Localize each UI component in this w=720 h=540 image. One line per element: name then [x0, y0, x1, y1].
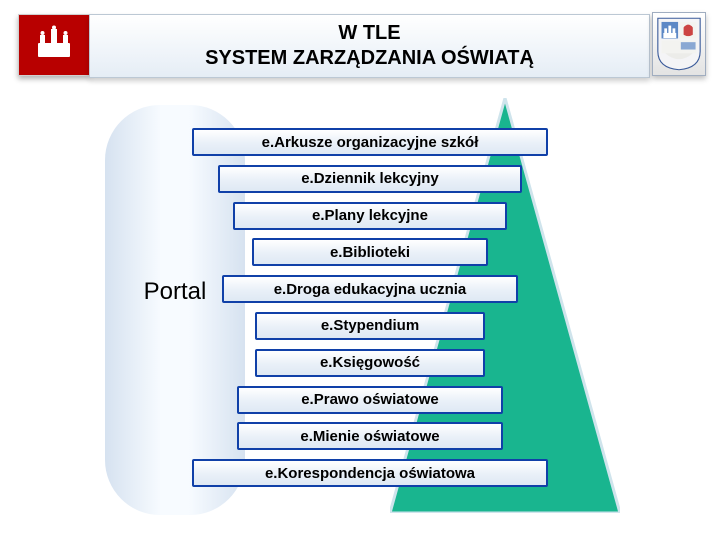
module-bar-label: e.Mienie oświatowe: [300, 428, 439, 445]
module-bar: e.Księgowość: [255, 349, 484, 377]
module-bar-label: e.Stypendium: [321, 317, 419, 334]
bars-stack: e.Arkusze organizacyjne szkół e.Dziennik …: [185, 128, 555, 496]
module-bar: e.Droga edukacyjna ucznia: [222, 275, 518, 303]
module-bar: e.Korespondencja oświatowa: [192, 459, 547, 487]
module-bar-label: e.Korespondencja oświatowa: [265, 465, 475, 482]
module-bar-label: e.Księgowość: [320, 354, 420, 371]
coat-of-arms-icon: [652, 12, 706, 76]
module-bar-label: e.Prawo oświatowe: [301, 391, 439, 408]
module-bar: e.Mienie oświatowe: [237, 422, 503, 450]
title-line2: SYSTEM ZARZĄDZANIA OŚWIATĄ: [205, 46, 534, 71]
module-bar: e.Prawo oświatowe: [237, 386, 503, 414]
diagram-body: Portal e.Arkusze organizacyjne szkół e.Dz…: [0, 100, 720, 540]
module-bar: e.Plany lekcyjne: [233, 202, 507, 230]
header: W TLE SYSTEM ZARZĄDZANIA OŚWIATĄ: [18, 14, 650, 78]
poznan-logo-icon: [18, 14, 90, 76]
module-bar-label: e.Dziennik lekcyjny: [301, 170, 439, 187]
module-bar: e.Arkusze organizacyjne szkół: [192, 128, 547, 156]
module-bar-label: e.Droga edukacyjna ucznia: [274, 281, 467, 298]
module-bar: e.Biblioteki: [252, 238, 489, 266]
title-box: W TLE SYSTEM ZARZĄDZANIA OŚWIATĄ: [89, 14, 650, 78]
portal-label: Portal: [105, 278, 245, 306]
title-line1: W TLE: [205, 21, 534, 46]
module-bar-label: e.Plany lekcyjne: [312, 207, 428, 224]
module-bar-label: e.Arkusze organizacyjne szkół: [262, 134, 479, 151]
module-bar-label: e.Biblioteki: [330, 244, 410, 261]
module-bar: e.Stypendium: [255, 312, 484, 340]
module-bar: e.Dziennik lekcyjny: [218, 165, 521, 193]
